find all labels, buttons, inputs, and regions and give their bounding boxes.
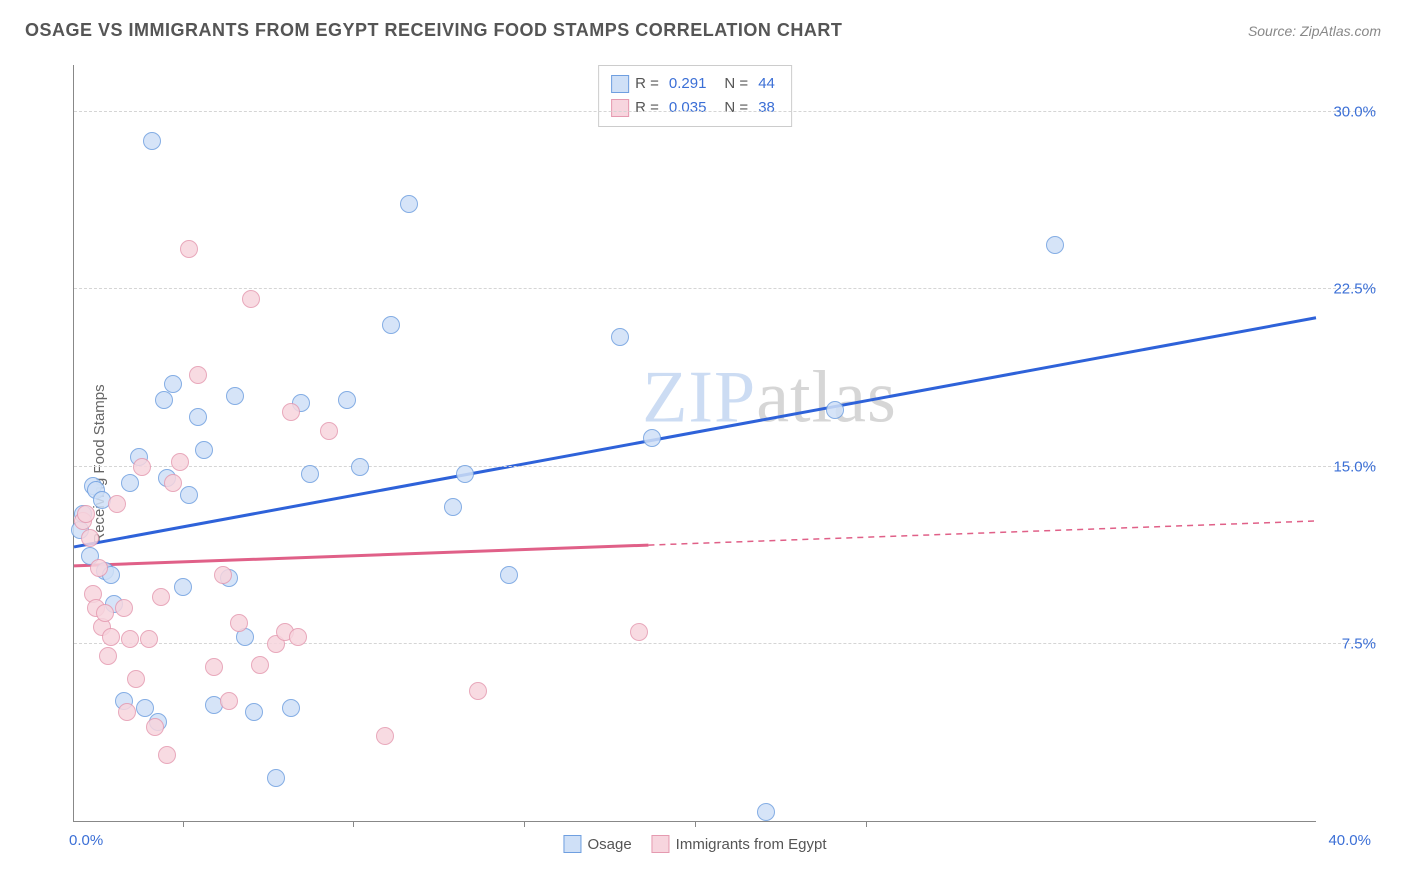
scatter-point [189, 408, 207, 426]
scatter-point [155, 391, 173, 409]
scatter-point [500, 566, 518, 584]
scatter-point [143, 132, 161, 150]
scatter-point [164, 375, 182, 393]
gridline-h [74, 466, 1376, 467]
scatter-point [382, 316, 400, 334]
scatter-point [96, 604, 114, 622]
scatter-point [127, 670, 145, 688]
scatter-point [757, 803, 775, 821]
scatter-point [282, 699, 300, 717]
x-axis-max-label: 40.0% [1328, 832, 1371, 849]
series-legend-label: Osage [587, 836, 631, 853]
scatter-point [146, 718, 164, 736]
scatter-point [90, 559, 108, 577]
scatter-point [189, 366, 207, 384]
scatter-point [630, 623, 648, 641]
legend-r-prefix: R = [635, 72, 659, 96]
scatter-point [214, 566, 232, 584]
scatter-point [180, 486, 198, 504]
scatter-point [400, 195, 418, 213]
scatter-point [289, 628, 307, 646]
y-tick-label: 7.5% [1342, 635, 1376, 652]
legend-r-prefix: R = [635, 96, 659, 120]
header-bar: OSAGE VS IMMIGRANTS FROM EGYPT RECEIVING… [25, 20, 1381, 41]
legend-r-value: 0.291 [669, 72, 707, 96]
x-tick [183, 821, 184, 827]
scatter-point [171, 453, 189, 471]
legend-n-value: 44 [758, 72, 775, 96]
chart-title: OSAGE VS IMMIGRANTS FROM EGYPT RECEIVING… [25, 20, 842, 41]
x-axis-min-label: 0.0% [69, 832, 103, 849]
scatter-point [444, 498, 462, 516]
scatter-point [140, 630, 158, 648]
chart-container: Receiving Food Stamps ZIPatlas R =0.291N… [25, 55, 1381, 872]
scatter-point [121, 474, 139, 492]
series-legend-label: Immigrants from Egypt [676, 836, 827, 853]
legend-swatch [611, 75, 629, 93]
series-legend-item: Immigrants from Egypt [652, 835, 827, 853]
scatter-point [245, 703, 263, 721]
scatter-point [1046, 236, 1064, 254]
scatter-point [351, 458, 369, 476]
scatter-point [826, 401, 844, 419]
y-tick-label: 22.5% [1333, 281, 1376, 298]
trend-line [74, 318, 1316, 547]
scatter-point [195, 441, 213, 459]
scatter-point [242, 290, 260, 308]
scatter-point [267, 769, 285, 787]
scatter-point [205, 658, 223, 676]
y-tick-label: 15.0% [1333, 458, 1376, 475]
legend-row: R = 0.035 N = 38 [611, 96, 779, 120]
scatter-point [102, 628, 120, 646]
x-tick [524, 821, 525, 827]
scatter-point [158, 746, 176, 764]
scatter-point [338, 391, 356, 409]
scatter-point [174, 578, 192, 596]
scatter-point [376, 727, 394, 745]
series-legend-item: Osage [563, 835, 631, 853]
scatter-point [164, 474, 182, 492]
scatter-point [226, 387, 244, 405]
y-tick-label: 30.0% [1333, 104, 1376, 121]
legend-swatch [652, 835, 670, 853]
scatter-point [320, 422, 338, 440]
legend-n-prefix: N = [724, 96, 748, 120]
scatter-point [611, 328, 629, 346]
scatter-point [118, 703, 136, 721]
scatter-point [282, 403, 300, 421]
scatter-point [108, 495, 126, 513]
scatter-point [180, 240, 198, 258]
scatter-point [456, 465, 474, 483]
legend-swatch [563, 835, 581, 853]
series-legend: Osage Immigrants from Egypt [563, 835, 826, 853]
scatter-point [643, 429, 661, 447]
trend-line-extrapolated [648, 521, 1316, 545]
scatter-point [220, 692, 238, 710]
scatter-point [152, 588, 170, 606]
scatter-point [115, 599, 133, 617]
scatter-point [99, 647, 117, 665]
gridline-h [74, 111, 1376, 112]
correlation-legend: R = 0.291 N = 44 R = 0.035 N = 38 [598, 65, 792, 127]
scatter-point [77, 505, 95, 523]
scatter-point [469, 682, 487, 700]
gridline-h [74, 288, 1376, 289]
scatter-point [133, 458, 151, 476]
legend-n-value: 38 [758, 96, 775, 120]
trend-line [74, 545, 648, 566]
legend-n-prefix: N = [724, 72, 748, 96]
scatter-point [121, 630, 139, 648]
legend-r-value: 0.035 [669, 96, 707, 120]
x-tick [353, 821, 354, 827]
legend-swatch [611, 99, 629, 117]
scatter-point [301, 465, 319, 483]
scatter-point [230, 614, 248, 632]
x-tick [695, 821, 696, 827]
source-attribution: Source: ZipAtlas.com [1248, 23, 1381, 39]
x-tick [866, 821, 867, 827]
scatter-point [81, 529, 99, 547]
plot-area: ZIPatlas R =0.291N =44R =0.035N =38 0.0%… [73, 65, 1316, 822]
scatter-point [251, 656, 269, 674]
legend-row: R = 0.291 N = 44 [611, 72, 779, 96]
